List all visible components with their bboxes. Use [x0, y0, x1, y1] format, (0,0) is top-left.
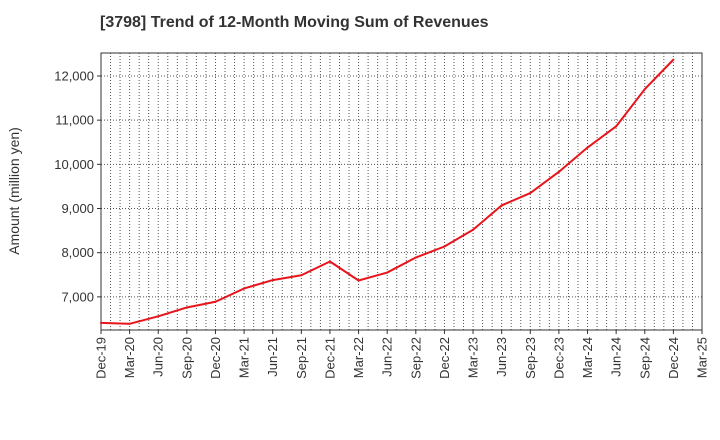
data-point — [615, 125, 618, 128]
y-tick-label: 7,000 — [61, 289, 94, 304]
data-point — [328, 260, 331, 263]
data-point — [643, 88, 646, 91]
data-point — [300, 274, 303, 277]
data-point — [157, 315, 160, 318]
x-tick-label: Sep-20 — [179, 337, 194, 379]
x-tick-label: Mar-20 — [122, 337, 137, 378]
data-point — [386, 271, 389, 274]
y-axis-ticks: 7,000 8,000 9,000 10,000 11,000 12,000 — [54, 68, 101, 304]
plot-area — [101, 53, 702, 330]
x-tick-label: Mar-21 — [237, 337, 252, 378]
data-point — [271, 279, 274, 282]
x-axis-ticks: Dec-19 Mar-20 Jun-20 Sep-20 Dec-20 Mar-21 Jun-… — [94, 330, 710, 379]
x-tick-label: Mar-25 — [695, 337, 710, 378]
x-tick-label: Jun-23 — [494, 337, 509, 377]
data-point — [128, 322, 131, 325]
data-point — [243, 287, 246, 290]
data-point — [414, 256, 417, 259]
data-point — [586, 146, 589, 149]
x-tick-label: Mar-22 — [351, 337, 366, 378]
x-tick-label: Sep-24 — [637, 337, 652, 379]
data-point — [500, 204, 503, 207]
x-tick-label: Sep-21 — [294, 337, 309, 379]
x-tick-label: Jun-24 — [609, 337, 624, 377]
y-tick-label: 9,000 — [61, 201, 94, 216]
x-tick-label: Jun-20 — [151, 337, 166, 377]
y-tick-label: 10,000 — [54, 157, 94, 172]
y-tick-label: 11,000 — [55, 113, 94, 128]
y-tick-label: 12,000 — [54, 68, 94, 83]
data-point — [472, 228, 475, 231]
data-point — [100, 321, 102, 324]
x-tick-label: Mar-23 — [466, 337, 481, 378]
data-point — [357, 279, 360, 282]
x-tick-label: Jun-21 — [265, 337, 280, 377]
x-tick-label: Sep-23 — [523, 337, 538, 379]
chart-title: [3798] Trend of 12-Month Moving Sum of R… — [100, 14, 489, 31]
data-point — [185, 306, 188, 309]
data-point — [529, 192, 532, 195]
series-layer — [100, 58, 675, 325]
y-tick-label: 8,000 — [61, 245, 94, 260]
x-tick-label: Dec-23 — [551, 337, 566, 379]
x-tick-label: Mar-24 — [580, 337, 595, 378]
grid-lines — [101, 53, 702, 330]
data-point — [214, 300, 217, 303]
plot-border — [100, 52, 703, 331]
x-tick-label: Jun-22 — [380, 337, 395, 377]
data-point — [557, 170, 560, 173]
x-tick-label: Dec-19 — [94, 337, 109, 379]
x-tick-label: Sep-22 — [408, 337, 423, 379]
x-tick-label: Dec-22 — [437, 337, 452, 379]
data-point — [672, 58, 675, 61]
y-axis-title: Amount (million yen) — [6, 127, 22, 255]
data-point — [443, 245, 446, 248]
x-tick-label: Dec-21 — [322, 337, 337, 379]
x-tick-label: Dec-20 — [208, 337, 223, 379]
x-tick-label: Dec-24 — [666, 337, 681, 379]
